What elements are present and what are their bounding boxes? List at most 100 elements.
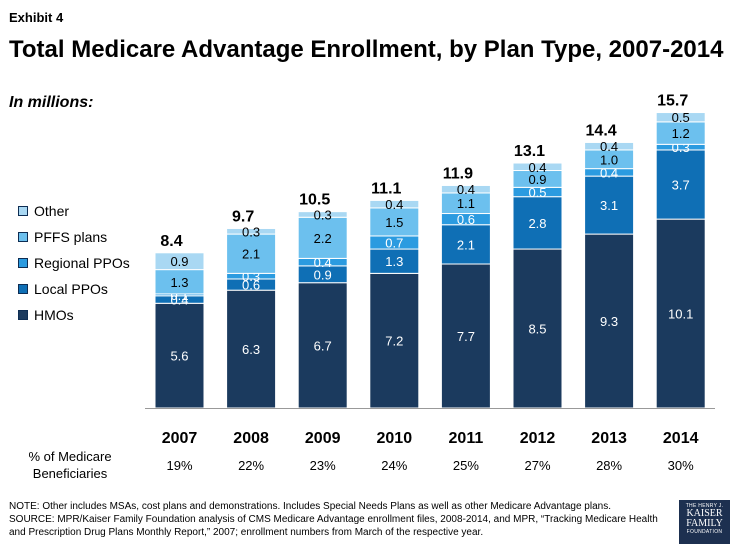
legend-label-local-ppos: Local PPOs (34, 281, 108, 297)
exhibit-label: Exhibit 4 (9, 10, 64, 25)
segment-label-hmos-2010: 7.2 (385, 334, 403, 349)
segment-label-other-2012: 0.4 (528, 160, 546, 175)
bar-total-2008: 9.7 (232, 208, 254, 225)
legend-swatch-other (18, 206, 28, 216)
segment-label-local-ppos-2010: 1.3 (385, 254, 403, 269)
bar-segment-local-ppos-2011 (440, 224, 491, 265)
beneficiary-share-2014: 30% (667, 458, 694, 473)
beneficiary-share-2008: 22% (238, 458, 265, 473)
segment-label-pffs-plans-2012: 0.9 (528, 172, 546, 187)
x-tick-2010: 2010 (377, 430, 413, 447)
x-tick-2007: 2007 (162, 430, 198, 447)
kff-logo-line1: THE HENRY J. (685, 503, 724, 509)
bar-segment-other-2011 (440, 184, 491, 194)
segment-label-hmos-2007: 5.6 (170, 349, 188, 364)
segment-label-hmos-2012: 8.5 (528, 322, 546, 337)
bar-segment-other-2010 (369, 199, 420, 209)
units-label: In millions: (9, 94, 94, 111)
bar-total-2010: 11.1 (371, 180, 401, 197)
bar-segment-other-2008 (226, 227, 277, 235)
segment-label-pffs-plans-2013: 1.0 (600, 152, 618, 167)
beneficiary-share-2013: 28% (596, 458, 623, 473)
bar-segment-hmos-2014 (655, 218, 706, 409)
bar-total-2012: 13.1 (514, 143, 545, 160)
bar-segment-other-2014 (655, 112, 706, 123)
legend-label-regional-ppos: Regional PPOs (34, 255, 130, 271)
segment-label-local-ppos-2014: 3.7 (672, 178, 690, 193)
beneficiaries-row: 19% 22% 23% 24% 25% 27% 28% 30% (0, 458, 735, 478)
x-tick-2012: 2012 (520, 430, 556, 447)
legend-item-local-ppos: Local PPOs (18, 276, 130, 302)
legend-label-other: Other (34, 203, 70, 219)
bar-segment-other-2009 (297, 211, 348, 218)
segment-label-hmos-2013: 9.3 (600, 314, 618, 329)
kff-logo-line4: FOUNDATION (686, 529, 723, 535)
legend: Other PFFS plans Regional PPOs Local PPO… (18, 198, 130, 328)
bar-segment-hmos-2009 (297, 282, 348, 409)
legend-label-pffs: PFFS plans (34, 229, 108, 245)
beneficiary-share-2012: 27% (524, 458, 551, 473)
segment-label-local-ppos-2011: 2.1 (457, 237, 475, 252)
segment-label-hmos-2011: 7.7 (457, 329, 475, 344)
footnote: NOTE: Other includes MSAs, cost plans an… (9, 500, 659, 539)
segment-label-regional-ppos-2010: 0.7 (385, 236, 403, 251)
bar-segment-pffs-plans-2010 (369, 207, 420, 237)
bar-segment-hmos-2013 (584, 233, 635, 409)
segment-label-other-2010: 0.4 (385, 197, 403, 212)
footnote-note: NOTE: Other includes MSAs, cost plans an… (9, 501, 611, 512)
segment-label-other-2008: 0.3 (242, 224, 260, 239)
bar-segment-hmos-2008 (226, 289, 277, 409)
bar-total-2014: 15.7 (657, 93, 688, 110)
beneficiary-share-2007: 19% (166, 458, 193, 473)
beneficiary-share-2010: 24% (381, 458, 408, 473)
legend-item-hmos: HMOs (18, 302, 130, 328)
bar-total-2011: 11.9 (443, 165, 473, 182)
x-tick-2009: 2009 (305, 430, 341, 447)
segment-label-hmos-2009: 6.7 (314, 338, 332, 353)
bar-segment-other-2007 (154, 252, 205, 271)
legend-label-hmos: HMOs (34, 307, 74, 323)
chart-title: Total Medicare Advantage Enrollment, by … (9, 36, 724, 63)
legend-item-regional-ppos: Regional PPOs (18, 250, 130, 276)
segment-label-local-ppos-2008: 0.6 (242, 278, 260, 293)
beneficiary-share-2011: 25% (452, 458, 479, 473)
segment-label-local-ppos-2012: 2.8 (528, 216, 546, 231)
segment-label-hmos-2008: 6.3 (242, 342, 260, 357)
segment-label-hmos-2014: 10.1 (668, 307, 693, 322)
segment-label-other-2013: 0.4 (600, 139, 618, 154)
x-tick-2014: 2014 (663, 430, 699, 447)
bar-segment-hmos-2011 (440, 263, 491, 409)
beneficiary-share-2009: 23% (309, 458, 336, 473)
segment-label-regional-ppos-2011: 0.6 (457, 212, 475, 227)
segment-label-pffs-plans-2009: 2.2 (314, 231, 332, 246)
bar-segment-local-ppos-2014 (655, 149, 706, 220)
segment-label-local-ppos-2009: 0.9 (314, 267, 332, 282)
segment-label-other-2014: 0.5 (672, 110, 690, 125)
bar-total-2013: 14.4 (586, 122, 617, 139)
segment-label-pffs-plans-2010: 1.5 (385, 215, 403, 230)
kff-logo: THE HENRY J. KAISER FAMILY FOUNDATION (679, 500, 730, 544)
x-tick-2011: 2011 (449, 430, 484, 447)
footnote-source: SOURCE: MPR/Kaiser Family Foundation ana… (9, 514, 658, 538)
legend-swatch-hmos (18, 310, 28, 320)
segment-label-other-2011: 0.4 (457, 182, 475, 197)
segment-label-other-2009: 0.3 (314, 207, 332, 222)
segment-label-regional-ppos-2012: 0.5 (528, 185, 546, 200)
legend-item-other: Other (18, 198, 130, 224)
x-tick-2013: 2013 (591, 430, 627, 447)
bar-segment-other-2013 (584, 141, 635, 151)
x-tick-2008: 2008 (233, 430, 269, 447)
bar-segment-hmos-2012 (512, 248, 563, 409)
bar-total-2007: 8.4 (160, 233, 182, 250)
kff-logo-line2: KAISER (686, 508, 723, 519)
bar-total-2009: 10.5 (299, 192, 330, 209)
kff-logo-line3: FAMILY (686, 518, 723, 529)
segment-label-local-ppos-2013: 3.1 (600, 198, 618, 213)
legend-swatch-pffs (18, 232, 28, 242)
bar-segment-other-2012 (512, 162, 563, 172)
segment-label-other-2007: 0.9 (170, 254, 188, 269)
beneficiaries-label: % of Medicare Beneficiaries (28, 449, 112, 481)
segment-label-pffs-plans-2008: 2.1 (242, 247, 260, 262)
bar-segment-local-ppos-2012 (512, 196, 563, 250)
